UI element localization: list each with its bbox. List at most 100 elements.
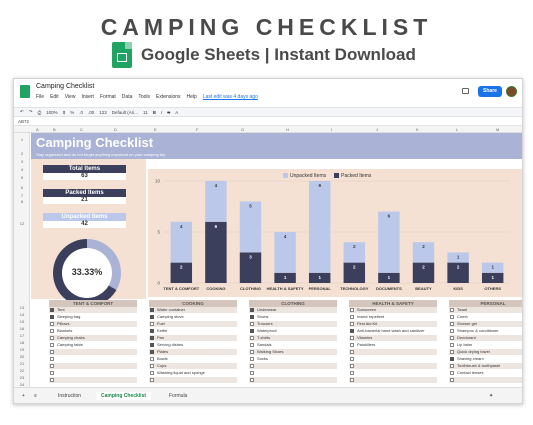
item-label[interactable]: Painkillers <box>357 342 376 347</box>
item-label[interactable]: Shorts <box>257 314 269 319</box>
italic-icon[interactable]: I <box>160 109 163 115</box>
row-header[interactable]: 16 <box>19 326 25 331</box>
sheet-grid[interactable]: Camping Checklist Stay organized and do … <box>31 133 522 387</box>
checkbox[interactable] <box>50 336 54 340</box>
tab-formula[interactable]: Formula <box>169 393 188 399</box>
explore-icon[interactable]: ✦ <box>489 393 494 399</box>
redo-icon[interactable]: ↷ <box>28 109 33 114</box>
item-label[interactable]: Cups <box>157 363 167 368</box>
column-header[interactable]: M <box>496 127 500 132</box>
checkbox-checked[interactable] <box>350 329 354 333</box>
row-header[interactable]: 19 <box>19 347 25 352</box>
all-sheets-icon[interactable]: ≡ <box>34 393 37 399</box>
item-label[interactable]: Kettle <box>157 328 168 333</box>
row-header[interactable]: 13 <box>19 305 25 310</box>
checkbox[interactable] <box>150 357 154 361</box>
column-header[interactable]: K <box>416 127 419 132</box>
checkbox[interactable] <box>250 343 254 347</box>
checkbox[interactable] <box>450 350 454 354</box>
font-size-select[interactable]: 11 <box>143 109 148 115</box>
menu-help[interactable]: Help <box>186 94 197 100</box>
item-label[interactable]: Water container <box>157 307 186 312</box>
checkbox[interactable] <box>350 343 354 347</box>
checkbox[interactable] <box>450 364 454 368</box>
checkbox[interactable] <box>450 329 454 333</box>
checkbox-checked[interactable] <box>150 315 154 319</box>
checkbox[interactable] <box>50 350 54 354</box>
column-header[interactable]: C <box>80 127 83 132</box>
item-label[interactable]: Underwear <box>257 307 277 312</box>
menu-view[interactable]: View <box>64 94 76 100</box>
item-label[interactable]: Serving dishes <box>157 342 184 347</box>
row-header[interactable]: 24 <box>19 382 25 387</box>
menu-tools[interactable]: Tools <box>138 94 151 100</box>
item-label[interactable]: Insect repellent <box>357 314 385 319</box>
tab-instruction[interactable]: Instruction <box>58 393 82 399</box>
column-header[interactable]: H <box>286 127 289 132</box>
checkbox[interactable] <box>150 322 154 326</box>
item-label[interactable]: Shower gel <box>457 321 478 326</box>
checkbox-checked[interactable] <box>450 357 454 361</box>
checkbox-checked[interactable] <box>150 336 154 340</box>
checkbox[interactable] <box>250 378 254 382</box>
checkbox[interactable] <box>250 371 254 375</box>
row-header[interactable]: 18 <box>19 340 25 345</box>
column-header[interactable]: D <box>114 127 117 132</box>
item-label[interactable]: Sandals <box>257 342 272 347</box>
checkbox[interactable] <box>250 364 254 368</box>
column-header[interactable]: F <box>196 127 199 132</box>
row-header[interactable]: 8 <box>20 199 24 204</box>
menu-insert[interactable]: Insert <box>81 94 94 100</box>
item-label[interactable]: Washing liquid and sponge <box>157 370 205 375</box>
menu-format[interactable]: Format <box>99 94 116 100</box>
column-header[interactable]: J <box>376 127 378 132</box>
checkbox[interactable] <box>50 371 54 375</box>
format-select[interactable]: 123 <box>99 109 107 115</box>
item-label[interactable]: Sleeping bag <box>57 314 81 319</box>
row-header[interactable]: 12 <box>19 221 25 226</box>
print-icon[interactable]: ⎙ <box>37 109 42 115</box>
checkbox[interactable] <box>250 322 254 326</box>
item-label[interactable]: Quick drying towel <box>457 349 490 354</box>
checkbox-checked[interactable] <box>250 315 254 319</box>
checkbox-checked[interactable] <box>250 329 254 333</box>
checkbox-checked[interactable] <box>250 308 254 312</box>
row-header[interactable]: 3 <box>20 159 24 164</box>
checkbox[interactable] <box>350 308 354 312</box>
item-label[interactable]: First Aid Kit <box>357 321 378 326</box>
checkbox[interactable] <box>250 357 254 361</box>
item-label[interactable]: Walking Shoes <box>257 349 284 354</box>
doc-title[interactable]: Camping Checklist <box>36 83 95 90</box>
increase-decimal-button[interactable]: .00 <box>87 109 95 115</box>
strikethrough-icon[interactable]: S <box>167 109 171 115</box>
checkbox[interactable] <box>450 378 454 382</box>
menu-extensions[interactable]: Extensions <box>156 94 181 100</box>
checkbox[interactable] <box>350 350 354 354</box>
column-header[interactable]: A <box>36 127 39 132</box>
checkbox[interactable] <box>150 371 154 375</box>
decrease-decimal-button[interactable]: .0 <box>79 109 83 115</box>
add-sheet-icon[interactable]: + <box>22 393 25 399</box>
row-header[interactable]: 20 <box>19 354 25 359</box>
currency-button[interactable]: $ <box>62 109 66 115</box>
row-header[interactable]: 17 <box>19 333 25 338</box>
sheets-doc-icon[interactable] <box>20 85 30 98</box>
item-label[interactable]: Sunscreen <box>357 307 377 312</box>
item-label[interactable]: Blankets <box>57 328 73 333</box>
item-label[interactable]: Comb <box>457 314 468 319</box>
menu-data[interactable]: Data <box>121 94 133 100</box>
item-label[interactable]: Camping stove <box>157 314 184 319</box>
item-label[interactable]: Toothbrush & toothpaste <box>457 363 501 368</box>
checkbox[interactable] <box>350 336 354 340</box>
menu-file[interactable]: File <box>36 94 45 100</box>
item-label[interactable]: Anti-bacterial hand wash and sanitizer <box>357 328 425 333</box>
row-header[interactable]: 22 <box>19 368 25 373</box>
bold-icon[interactable]: B <box>152 109 156 115</box>
item-label[interactable]: Tent <box>57 307 65 312</box>
checkbox[interactable] <box>350 364 354 368</box>
item-label[interactable]: Pillows <box>57 321 70 326</box>
font-select[interactable]: Default (Ari... <box>111 109 139 115</box>
column-header[interactable]: G <box>241 127 245 132</box>
item-label[interactable]: Deodorant <box>457 335 476 340</box>
item-label[interactable]: Camping chairs <box>57 335 85 340</box>
